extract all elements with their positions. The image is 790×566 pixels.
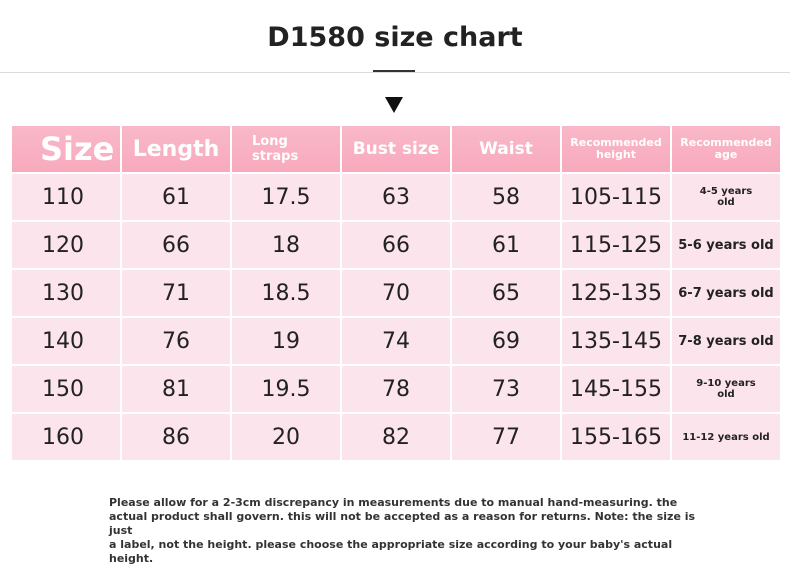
table-cell-bust: 63 <box>342 174 450 222</box>
table-cell-size: 120 <box>12 222 120 270</box>
table-cell-age: 7-8 years old <box>672 318 780 366</box>
table-cell-size: 130 <box>12 270 120 318</box>
down-arrow-icon <box>385 97 403 113</box>
header-recommended-height: Recommended height <box>562 126 670 174</box>
table-cell-straps: 20 <box>232 414 340 462</box>
table-cell-bust: 74 <box>342 318 450 366</box>
header-long-straps: Long straps <box>232 126 340 174</box>
header-bust-size: Bust size <box>342 126 450 174</box>
table-cell-height: 155-165 <box>562 414 670 462</box>
table-cell-age: 9-10 years old <box>672 366 780 414</box>
table-cell-waist: 77 <box>452 414 560 462</box>
age-line1: 4-5 years <box>699 186 753 197</box>
table-cell-height: 115-125 <box>562 222 670 270</box>
header-height-line1: Recommended <box>570 136 662 149</box>
header-length: Length <box>122 126 230 174</box>
table-cell-waist: 61 <box>452 222 560 270</box>
header-age-line1: Recommended <box>680 136 772 149</box>
table-cell-straps: 19 <box>232 318 340 366</box>
table-cell-height: 145-155 <box>562 366 670 414</box>
table-cell-age: 4-5 years old <box>672 174 780 222</box>
table-cell-bust: 78 <box>342 366 450 414</box>
note-line-1: Please allow for a 2-3cm discrepancy in … <box>109 496 678 509</box>
table-cell-waist: 58 <box>452 174 560 222</box>
header-recommended-age: Recommended age <box>672 126 780 174</box>
table-cell-straps: 18 <box>232 222 340 270</box>
table-cell-height: 135-145 <box>562 318 670 366</box>
header-waist: Waist <box>452 126 560 174</box>
header-long-straps-line2: straps <box>252 149 299 164</box>
page-title: D1580 size chart <box>267 22 523 53</box>
table-cell-size: 140 <box>12 318 120 366</box>
table-cell-bust: 70 <box>342 270 450 318</box>
title-underline-accent <box>373 70 415 72</box>
table-cell-age: 5-6 years old <box>672 222 780 270</box>
table-cell-bust: 82 <box>342 414 450 462</box>
table-cell-length: 71 <box>122 270 230 318</box>
age-line1: 5-6 years old <box>678 237 774 253</box>
table-cell-height: 125-135 <box>562 270 670 318</box>
header-age-line2: age <box>714 148 738 161</box>
table-cell-length: 86 <box>122 414 230 462</box>
table-cell-age: 11-12 years old <box>672 414 780 462</box>
table-cell-straps: 17.5 <box>232 174 340 222</box>
header-height-line2: height <box>595 148 637 161</box>
header-long-straps-line1: Long <box>252 134 288 149</box>
age-line1: 9-10 years <box>696 378 756 389</box>
table-cell-length: 76 <box>122 318 230 366</box>
table-cell-size: 110 <box>12 174 120 222</box>
header-size: Size <box>12 126 120 174</box>
table-cell-height: 105-115 <box>562 174 670 222</box>
age-line2: old <box>717 389 735 400</box>
table-cell-waist: 73 <box>452 366 560 414</box>
note-line-3: a label, not the height. please choose t… <box>109 538 673 565</box>
note-line-2: actual product shall govern. this will n… <box>109 510 696 537</box>
age-line1: 6-7 years old <box>678 285 774 301</box>
size-chart-table: Size Length Long straps Bust size Waist R… <box>12 126 780 462</box>
table-cell-straps: 18.5 <box>232 270 340 318</box>
age-line1: 7-8 years old <box>678 333 774 349</box>
table-cell-bust: 66 <box>342 222 450 270</box>
table-cell-size: 150 <box>12 366 120 414</box>
table-cell-length: 66 <box>122 222 230 270</box>
table-cell-waist: 69 <box>452 318 560 366</box>
table-cell-size: 160 <box>12 414 120 462</box>
title-divider <box>0 72 790 73</box>
table-cell-straps: 19.5 <box>232 366 340 414</box>
table-cell-length: 81 <box>122 366 230 414</box>
table-cell-waist: 65 <box>452 270 560 318</box>
age-line2: old <box>717 197 735 208</box>
age-line1: 11-12 years old <box>682 431 770 443</box>
table-cell-length: 61 <box>122 174 230 222</box>
table-cell-age: 6-7 years old <box>672 270 780 318</box>
